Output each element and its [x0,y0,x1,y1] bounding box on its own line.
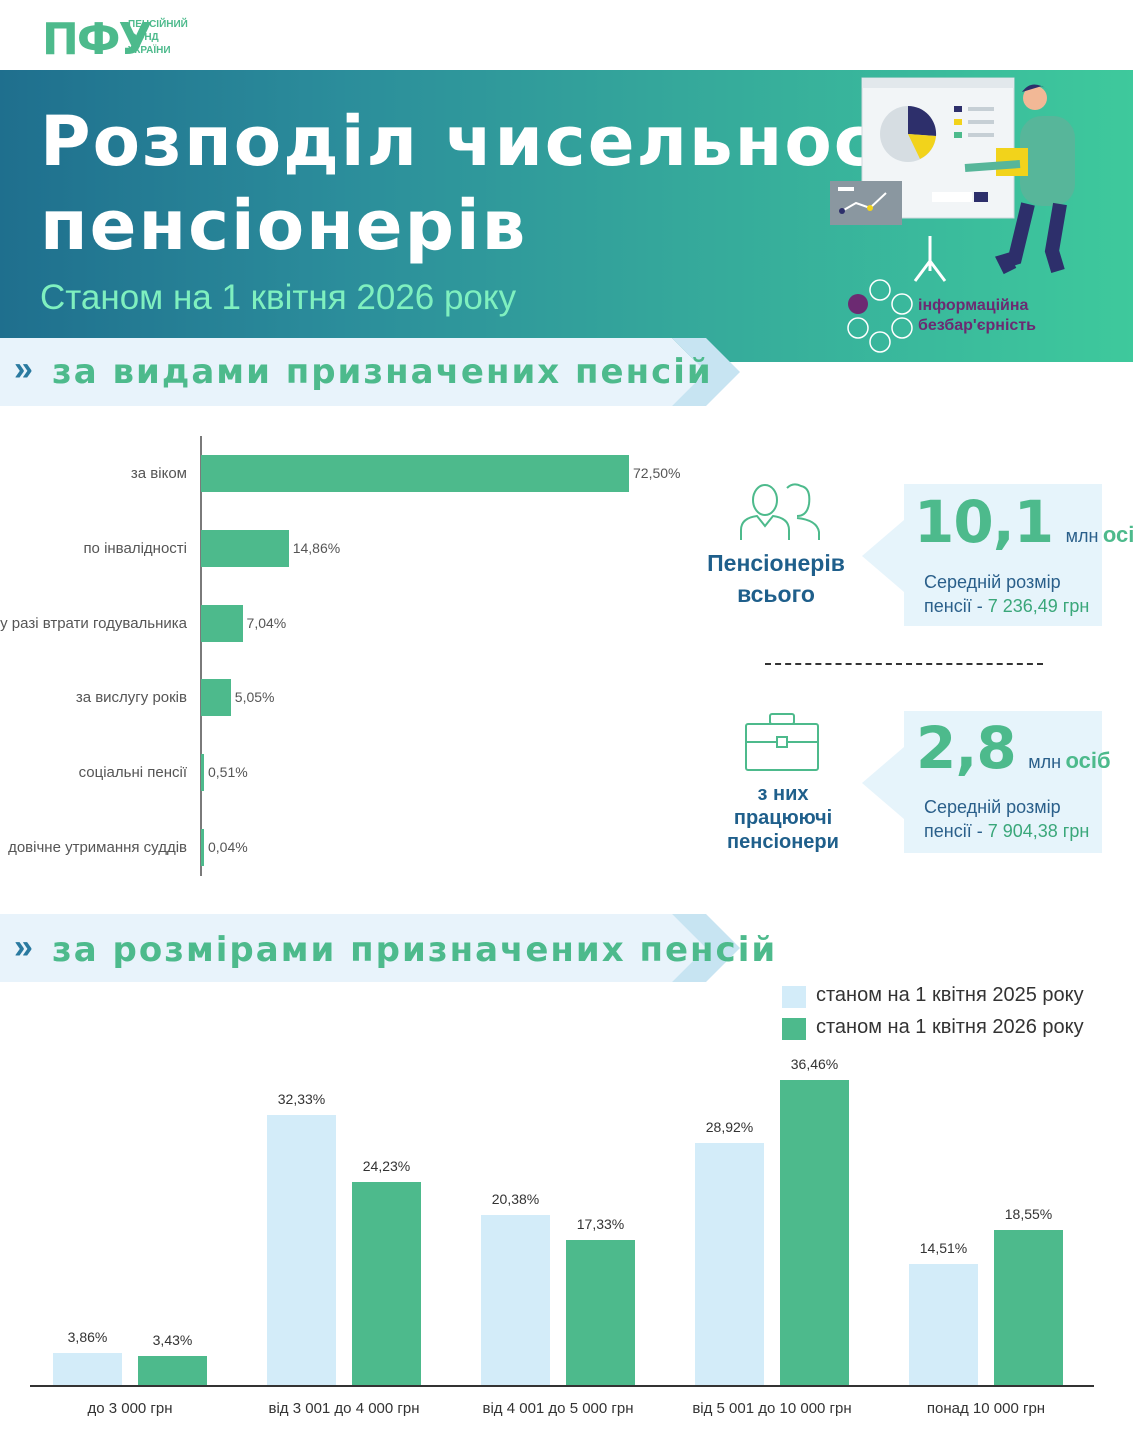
working-desc-prefix: пенсії - [924,821,988,841]
logo-text: ПЕНСІЙНИЙ ФОНД УКРАЇНИ [128,18,188,57]
hbar [201,529,289,567]
legend-swatch-2026 [782,1018,806,1040]
vbar-value-label: 17,33% [576,1216,625,1233]
logo-line-1: ПЕНСІЙНИЙ [128,19,188,30]
hbar-category-label: за віком [130,465,187,482]
total-desc-line-1: Середній розмір [924,572,1061,592]
working-stat-number-row: 2,8 млн осіб [916,714,1111,782]
vchart-axis [30,1385,1094,1387]
vbar [695,1143,764,1385]
working-avg-pension: Середній розмір пенсії - 7 904,38 грн [924,795,1089,843]
hbar [201,754,204,792]
total-stat-card-shape [862,484,1102,626]
hbar-category-label: у разі втрати годувальника [0,614,187,632]
vbar-category-label: від 3 001 до 4 000 грн [268,1400,420,1417]
vbar [267,1114,336,1385]
hchart-axis [200,436,202,876]
vbar [566,1240,635,1385]
total-unit-mln: млн [1065,526,1099,546]
working-avg-amount: 7 904,38 грн [987,821,1090,841]
working-unit-mln: млн [1028,752,1062,772]
section-ribbon-sizes [0,914,740,982]
logo-line-3: УКРАЇНИ [128,45,171,56]
total-label-line-2: всього [737,581,815,607]
hbar-value-label: 0,51% [208,764,248,781]
logo-line-2: ФОНД [128,32,159,43]
working-label-line-1: з них [757,783,809,805]
stats-divider [765,663,1043,665]
badge-line-1: інформаційна [918,297,1029,314]
total-unit-persons: осіб [1102,522,1133,547]
accessibility-badge-text: інформаційна безбар'єрність [918,296,1036,336]
hbar-value-label: 5,05% [234,689,275,706]
vbar-value-label: 32,33% [277,1090,326,1107]
total-desc-line-2: пенсії - 7 236,49 грн [924,594,1089,618]
vbar [780,1080,849,1385]
working-stat-card-shape [862,711,1102,853]
vbar-value-label: 24,23% [362,1158,411,1175]
vbar [481,1214,550,1385]
hbar-category-label: за вислугу років [75,689,187,707]
hbar-value-label: 72,50% [633,465,681,481]
hbar-value-label: 0,04% [208,839,248,855]
vbar [994,1229,1063,1385]
page-title: Розподіл чисельності пенсіонерів [40,100,944,268]
vbar-value-label: 28,92% [705,1119,754,1136]
page-subtitle: Станом на 1 квітня 2026 року [40,278,517,317]
total-desc-prefix: пенсії - [924,596,988,616]
total-label-line-1: Пенсіонерів [707,550,845,576]
hbar [201,455,629,492]
section-title-types: за видами призначених пенсій [52,352,713,392]
vbar [138,1356,207,1385]
hbar-category-label: соціальні пенсії [78,764,187,782]
vbar [909,1263,978,1385]
hbar-category-label: довічне утримання суддів [8,839,187,856]
hbar [201,829,204,866]
vbar-value-label: 3,86% [67,1328,108,1345]
total-avg-amount: 7 236,49 грн [987,596,1090,616]
hbar-category-label: по інвалідності [83,539,187,557]
total-avg-pension: Середній розмір пенсії - 7 236,49 грн [924,570,1089,618]
double-chevron-icon: » [14,350,33,388]
vbar-value-label: 14,51% [919,1239,968,1256]
hbar [201,679,231,717]
vbar [352,1182,421,1385]
working-pensioners-number: 2,8 [916,714,1017,782]
legend-label-2025: станом на 1 квітня 2025 року [816,984,1084,1006]
page-title-line-2: пенсіонерів [40,186,528,266]
section-title-sizes: за розмірами призначених пенсій [52,930,778,970]
working-desc-line-2: пенсії - 7 904,38 грн [924,819,1089,843]
total-stat-number-row: 10,1 млн осіб [914,488,1133,556]
vbar-category-label: до 3 000 грн [87,1400,173,1417]
badge-line-2: безбар'єрність [918,317,1036,334]
vbar [53,1352,122,1385]
page-title-line-1: Розподіл чисельності [40,102,945,182]
accessibility-icon [847,279,913,353]
hbar [201,604,243,642]
briefcase-icon [745,713,819,771]
legend-label-2026: станом на 1 квітня 2026 року [816,1016,1084,1038]
vbar-value-label: 3,43% [152,1332,193,1349]
hbar-value-label: 14,86% [292,539,341,556]
working-pensioners-label: з них працюючі пенсіонери [705,782,861,854]
vbar-value-label: 36,46% [790,1056,839,1072]
people-icon [740,483,820,540]
working-label-line-3: пенсіонери [727,831,839,853]
vbar-value-label: 18,55% [1004,1205,1053,1222]
vbar-category-label: понад 10 000 грн [926,1400,1046,1417]
vbar-category-label: від 4 001 до 5 000 грн [482,1400,634,1417]
presentation-illustration [830,77,1075,282]
total-pensioners-number: 10,1 [914,488,1054,556]
legend-swatch-2025 [782,986,806,1008]
vbar-value-label: 20,38% [491,1190,540,1207]
vbar-category-label: від 5 001 до 10 000 грн [692,1400,852,1417]
logo-mark: ПФУ [42,14,152,65]
working-label-line-2: працюючі [733,807,833,829]
total-pensioners-label: Пенсіонерів всього [700,548,852,610]
hbar-value-label: 7,04% [246,614,287,631]
working-desc-line-1: Середній розмір [924,797,1061,817]
double-chevron-icon: » [14,928,33,966]
working-unit-persons: осіб [1065,748,1111,773]
section-ribbon-types [0,338,740,406]
